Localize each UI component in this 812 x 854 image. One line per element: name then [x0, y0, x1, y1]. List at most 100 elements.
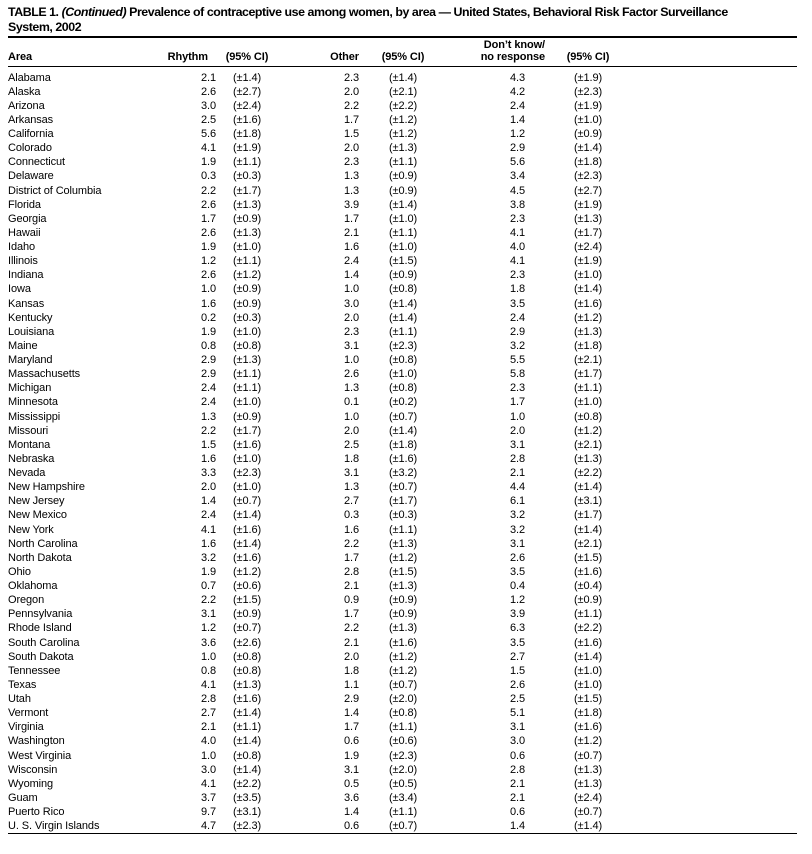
rhythm-ci-cell: (±1.6) — [232, 438, 262, 451]
other-value-cell: 0.6 — [344, 820, 359, 833]
rhythm-ci-cell: (±3.5) — [232, 791, 262, 804]
dontknow-value-cell: 3.1 — [510, 721, 525, 734]
dontknow-value-cell: 5.6 — [510, 156, 525, 169]
other-value-cell: 2.3 — [344, 156, 359, 169]
table-row: Guam 3.7 (±3.5) 3.6 (±3.4) 2.1 (±2.4) — [8, 791, 797, 805]
area-cell: New Mexico — [8, 509, 67, 522]
dontknow-value-cell: 3.1 — [510, 537, 525, 550]
rhythm-ci-cell: (±0.9) — [232, 297, 262, 310]
spacer-cell — [623, 127, 797, 141]
other-value-cell: 2.1 — [344, 636, 359, 649]
other-ci-cell: (±1.2) — [388, 650, 418, 663]
other-ci-cell: (±1.1) — [388, 721, 418, 734]
other-ci-cell: (±0.9) — [388, 608, 418, 621]
spacer-cell — [623, 537, 797, 551]
dontknow-value-cell: 3.2 — [510, 339, 525, 352]
table-row: Oklahoma 0.7 (±0.6) 2.1 (±1.3) 0.4 (±0.4) — [8, 579, 797, 593]
table-row: U. S. Virgin Islands 4.7 (±2.3) 0.6 (±0.7) 1.… — [8, 819, 797, 834]
dontknow-value-cell: 3.5 — [510, 297, 525, 310]
other-ci-cell: (±0.7) — [388, 481, 418, 494]
rhythm-ci-cell: (±1.0) — [232, 396, 262, 409]
table-row: Kentucky 0.2 (±0.3) 2.0 (±1.4) 2.4 (±1.2) — [8, 311, 797, 325]
dontknow-ci-cell: (±1.0) — [573, 678, 603, 691]
dontknow-ci-cell: (±1.7) — [573, 509, 603, 522]
other-value-cell: 2.0 — [344, 311, 359, 324]
spacer-cell — [623, 226, 797, 240]
rhythm-ci-cell: (±1.1) — [232, 382, 262, 395]
table-row: California 5.6 (±1.8) 1.5 (±1.2) 1.2 (±0.9) — [8, 127, 797, 141]
rhythm-ci-cell: (±1.5) — [232, 594, 262, 607]
dontknow-value-cell: 2.9 — [510, 325, 525, 338]
other-value-cell: 2.6 — [344, 368, 359, 381]
rhythm-value-cell: 0.8 — [201, 339, 216, 352]
table-title-line2: System, 2002 — [8, 19, 82, 34]
table-title-label: TABLE 1. — [8, 5, 59, 19]
other-ci-cell: (±1.3) — [388, 580, 418, 592]
rhythm-ci-cell: (±1.4) — [232, 509, 262, 522]
rhythm-value-cell: 0.3 — [201, 170, 216, 183]
dontknow-ci-cell: (±2.1) — [573, 438, 603, 451]
dontknow-ci-cell: (±0.4) — [573, 580, 603, 592]
spacer-cell — [623, 466, 797, 480]
spacer-cell — [623, 254, 797, 268]
dontknow-value-cell: 2.6 — [510, 551, 525, 564]
rhythm-value-cell: 2.8 — [201, 693, 216, 705]
other-ci-cell: (±1.5) — [388, 255, 418, 268]
other-ci-cell: (±3.4) — [388, 791, 418, 804]
rhythm-value-cell: 0.8 — [201, 664, 216, 677]
other-ci-cell: (±0.9) — [388, 170, 418, 183]
other-value-cell: 1.3 — [344, 481, 359, 494]
other-value-cell: 1.0 — [344, 354, 359, 366]
table-row: Wisconsin 3.0 (±1.4) 3.1 (±2.0) 2.8 (±1.3) — [8, 763, 797, 777]
area-cell: Wisconsin — [8, 763, 58, 776]
dontknow-value-cell: 1.2 — [510, 594, 525, 607]
dontknow-ci-cell: (±2.7) — [573, 184, 603, 197]
area-cell: Massachusetts — [8, 368, 81, 381]
area-cell: Oklahoma — [8, 580, 58, 592]
rhythm-ci-cell: (±0.8) — [232, 749, 262, 762]
rhythm-value-cell: 2.5 — [201, 113, 216, 126]
spacer-cell — [623, 508, 797, 522]
table-row: South Dakota 1.0 (±0.8) 2.0 (±1.2) 2.7 (±1.4) — [8, 650, 797, 664]
table-row: Nebraska 1.6 (±1.0) 1.8 (±1.6) 2.8 (±1.3) — [8, 452, 797, 466]
rhythm-ci-cell: (±1.4) — [232, 71, 262, 84]
rhythm-ci-cell: (±2.7) — [232, 85, 262, 98]
table-row: New Jersey 1.4 (±0.7) 2.7 (±1.7) 6.1 (±3.1) — [8, 494, 797, 508]
dontknow-value-cell: 2.3 — [510, 269, 525, 282]
spacer-cell — [623, 636, 797, 650]
other-value-cell: 2.0 — [344, 142, 359, 155]
column-header-area: Area — [8, 37, 158, 67]
other-value-cell: 1.3 — [344, 184, 359, 197]
rhythm-value-cell: 3.0 — [201, 763, 216, 776]
table-row: Louisiana 1.9 (±1.0) 2.3 (±1.1) 2.9 (±1.3) — [8, 325, 797, 339]
other-value-cell: 1.3 — [344, 382, 359, 395]
rhythm-ci-cell: (±1.6) — [232, 523, 262, 536]
other-ci-cell: (±1.4) — [388, 198, 418, 211]
table-row: New Mexico 2.4 (±1.4) 0.3 (±0.3) 3.2 (±1.7) — [8, 508, 797, 522]
other-value-cell: 2.0 — [344, 85, 359, 98]
area-cell: Florida — [8, 198, 41, 211]
spacer-cell — [623, 480, 797, 494]
rhythm-ci-cell: (±1.0) — [232, 241, 262, 253]
area-cell: Iowa — [8, 283, 31, 296]
rhythm-ci-cell: (±0.9) — [232, 410, 262, 423]
area-cell: Texas — [8, 678, 37, 691]
dontknow-value-cell: 3.0 — [510, 735, 525, 748]
other-ci-cell: (±1.6) — [388, 636, 418, 649]
other-value-cell: 3.0 — [344, 297, 359, 310]
dontknow-ci-cell: (±1.1) — [573, 608, 603, 621]
dontknow-value-cell: 2.7 — [510, 650, 525, 663]
spacer-cell — [623, 664, 797, 678]
spacer-cell — [623, 184, 797, 198]
area-cell: Hawaii — [8, 226, 41, 239]
other-ci-cell: (±1.3) — [388, 537, 418, 550]
dontknow-value-cell: 0.4 — [510, 580, 525, 592]
spacer-cell — [623, 381, 797, 395]
area-cell: Utah — [8, 693, 31, 705]
rhythm-value-cell: 2.9 — [201, 368, 216, 381]
spacer-cell — [623, 579, 797, 593]
area-cell: Alabama — [8, 71, 51, 84]
table-row: Montana 1.5 (±1.6) 2.5 (±1.8) 3.1 (±2.1) — [8, 438, 797, 452]
area-cell: Arkansas — [8, 113, 54, 126]
other-ci-cell: (±1.2) — [388, 113, 418, 126]
